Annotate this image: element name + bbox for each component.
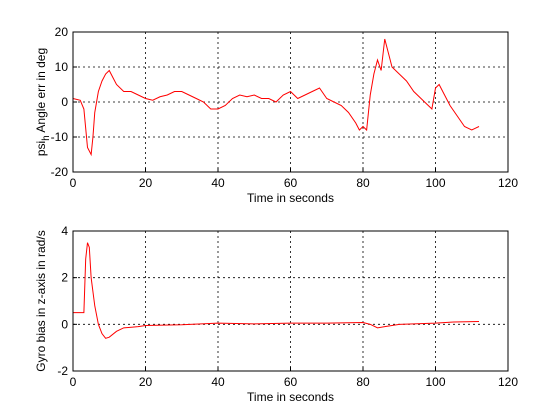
y-axis-label: psih Angle err in deg: [34, 48, 52, 156]
x-tick-label: 40: [211, 176, 225, 190]
x-tick-label: 40: [211, 375, 225, 389]
x-tick-label: 120: [498, 375, 518, 389]
y-tick-label: 10: [55, 60, 69, 74]
x-tick-label: 60: [284, 375, 298, 389]
y-tick-label: -2: [57, 364, 68, 378]
x-tick-label: 100: [425, 375, 445, 389]
y-tick-label: 0: [61, 317, 68, 331]
x-tick-label: 100: [425, 176, 445, 190]
x-tick-label: 0: [70, 375, 77, 389]
axes-box: [72, 31, 509, 173]
x-tick-label: 0: [70, 176, 77, 190]
y-axis-label-subscript: h: [41, 135, 52, 141]
y-tick-label: -20: [51, 165, 69, 179]
axes-box: [72, 230, 509, 372]
x-tick-label: 80: [356, 176, 370, 190]
y-axis-label-text: Gyro bias in z-axis in rad/s: [34, 230, 48, 371]
x-tick-label: 80: [356, 375, 370, 389]
x-tick-label: 20: [139, 176, 153, 190]
y-tick-label: 0: [61, 95, 68, 109]
x-tick-label: 20: [139, 375, 153, 389]
y-tick-label: -10: [51, 130, 69, 144]
y-tick-label: 4: [61, 224, 68, 238]
y-tick-label: 2: [61, 271, 68, 285]
y-axis-label-rest: Angle err in deg: [34, 48, 48, 135]
data-line: [73, 242, 480, 339]
x-tick-label: 120: [498, 176, 518, 190]
data-line: [72, 38, 480, 157]
y-tick-label: 20: [55, 25, 69, 39]
x-axis-label: Time in seconds: [247, 390, 334, 404]
y-axis-label-text: psi: [34, 141, 48, 156]
x-tick-label: 60: [284, 176, 298, 190]
x-axis-label: Time in seconds: [247, 191, 334, 205]
y-axis-label: Gyro bias in z-axis in rad/s: [34, 230, 48, 371]
